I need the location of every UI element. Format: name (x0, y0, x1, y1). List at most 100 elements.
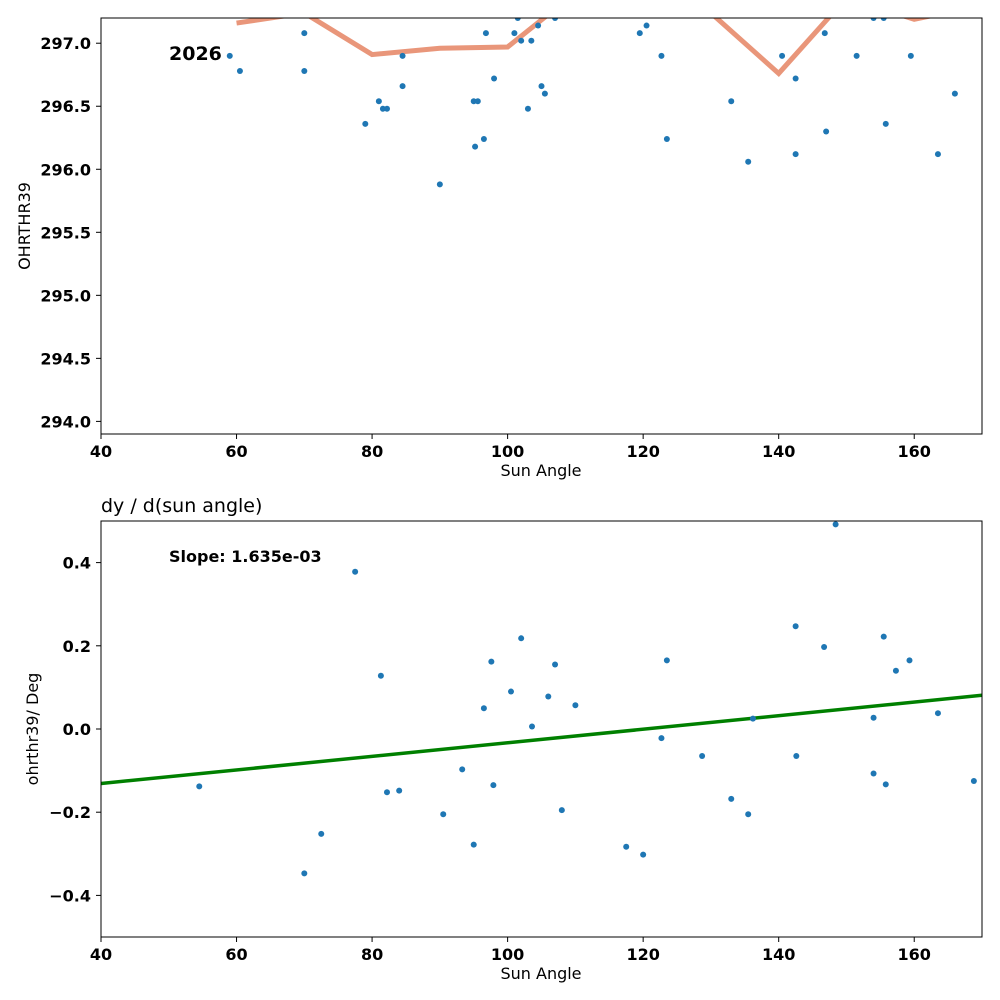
bottom-data-point (658, 735, 665, 742)
top-data-point (951, 90, 958, 97)
bottom-data-point (552, 661, 559, 668)
top-data-point (870, 18, 877, 21)
bottom-data-point (699, 753, 706, 760)
bottom-x-tick-label: 100 (491, 945, 524, 964)
bottom-data-point (749, 715, 756, 722)
top-data-point (491, 75, 498, 82)
top-data-point (514, 18, 521, 21)
top-data-point (524, 105, 531, 112)
bottom-y-tick-label: 0.0 (63, 720, 91, 739)
top-data-point (745, 158, 752, 165)
bottom-y-tick-label: 0.4 (63, 554, 91, 573)
bottom-data-point (396, 787, 403, 794)
bottom-x-tick-label: 160 (898, 945, 931, 964)
top-data-point (663, 136, 670, 143)
top-data-point (907, 52, 914, 59)
bottom-fit-line (101, 693, 982, 786)
bottom-data-point (892, 667, 899, 674)
bottom-x-tick-label: 60 (225, 945, 247, 964)
top-data-point (301, 30, 308, 37)
bottom-data-point (518, 635, 525, 642)
top-y-tick-label: 295.5 (40, 223, 91, 242)
top-x-tick-label: 120 (626, 442, 659, 461)
top-y-tick-label: 296.0 (40, 160, 91, 179)
top-data-point (792, 151, 799, 158)
top-data-point (362, 120, 369, 127)
bottom-data-point (870, 714, 877, 721)
bottom-x-tick-label: 140 (762, 945, 795, 964)
bottom-y-axis-label: ohrthr39/ Deg (23, 673, 42, 786)
top-data-point (643, 22, 650, 29)
top-data-point (853, 52, 860, 59)
top-data-point (541, 90, 548, 97)
top-data-point (934, 151, 941, 158)
top-data-point (236, 67, 243, 74)
bottom-data-point (832, 521, 839, 528)
bottom-data-point (529, 723, 536, 730)
top-data-point (383, 105, 390, 112)
top-x-axis: 40 60 80 100 120 140 160 (90, 434, 931, 461)
top-data-point (821, 30, 828, 37)
top-data-point (658, 52, 665, 59)
top-axes-frame (100, 17, 983, 435)
bottom-data-point (488, 658, 495, 665)
top-x-tick-label: 100 (491, 442, 524, 461)
bottom-y-tick-label: 0.2 (63, 637, 91, 656)
bottom-data-point (663, 657, 670, 664)
top-data-point (518, 37, 525, 44)
bottom-data-point (792, 623, 799, 630)
top-y-tick-label: 294.5 (40, 349, 91, 368)
top-y-tick-label: 295.0 (40, 286, 91, 305)
bottom-data-point (728, 795, 735, 802)
bottom-slope-annotation: Slope: 1.635e-03 (169, 547, 322, 566)
top-y-tick-label: 297.0 (40, 34, 91, 53)
bottom-data-point (793, 753, 800, 760)
top-trend-line (236, 18, 933, 77)
top-data-point (528, 37, 535, 44)
bottom-data-point (318, 830, 325, 837)
top-data-point (399, 83, 406, 90)
top-x-tick-label: 80 (361, 442, 383, 461)
top-x-tick-label: 160 (898, 442, 931, 461)
bottom-x-tick-label: 40 (90, 945, 112, 964)
top-annotation: 2026 (169, 43, 222, 65)
bottom-data-point (490, 782, 497, 789)
bottom-chart: 40 60 80 100 120 140 160 −0.4 −0.2 0.0 0.2 0.4 dy … (23, 495, 983, 983)
bottom-y-tick-label: −0.2 (49, 803, 91, 822)
bottom-plot-area (101, 521, 982, 877)
bottom-data-point (470, 841, 477, 848)
bottom-data-point (196, 783, 203, 790)
top-data-point (375, 98, 382, 105)
top-data-point (535, 22, 542, 29)
top-x-axis-label: Sun Angle (500, 461, 581, 480)
bottom-x-axis-label: Sun Angle (500, 964, 581, 983)
top-data-point (728, 98, 735, 105)
bottom-data-point (572, 702, 579, 709)
bottom-data-point (480, 705, 487, 712)
top-data-point (511, 30, 518, 37)
top-plot-area (226, 18, 958, 188)
top-data-point (792, 75, 799, 82)
bottom-x-tick-label: 120 (626, 945, 659, 964)
bottom-data-point (508, 688, 514, 695)
bottom-data-point (301, 870, 308, 877)
top-y-axis: 294.0 294.5 295.0 295.5 296.0 296.5 297.0 (40, 34, 101, 431)
bottom-data-point (934, 710, 941, 717)
bottom-data-point (545, 693, 552, 700)
bottom-data-point (906, 657, 913, 664)
top-data-point (880, 18, 887, 21)
bottom-data-point (821, 644, 828, 651)
bottom-data-point (870, 770, 877, 777)
bottom-data-point (623, 843, 630, 850)
top-y-axis-label: OHRTHR39 (15, 182, 34, 270)
bottom-data-point (970, 778, 977, 784)
top-data-point (474, 98, 481, 105)
bottom-data-point (882, 781, 889, 788)
bottom-data-point (558, 807, 565, 814)
bottom-data-point (377, 672, 384, 679)
bottom-data-point (880, 633, 887, 640)
top-data-point (779, 52, 786, 59)
top-x-tick-label: 140 (762, 442, 795, 461)
